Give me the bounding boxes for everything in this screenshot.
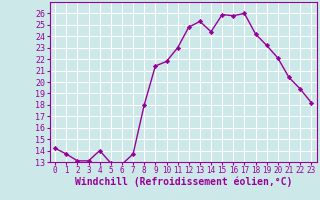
X-axis label: Windchill (Refroidissement éolien,°C): Windchill (Refroidissement éolien,°C) — [75, 177, 292, 187]
